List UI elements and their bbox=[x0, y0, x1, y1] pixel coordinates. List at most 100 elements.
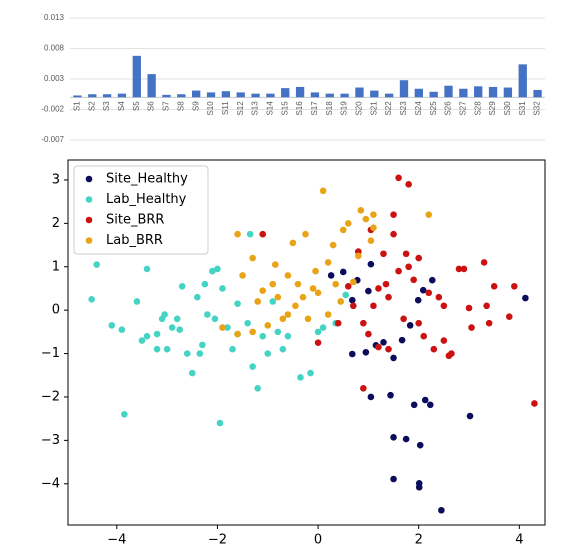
point bbox=[348, 350, 356, 358]
bar bbox=[444, 85, 453, 98]
point bbox=[324, 259, 332, 266]
bar bbox=[325, 93, 334, 98]
bar bbox=[310, 92, 320, 98]
point bbox=[390, 354, 397, 362]
point bbox=[395, 174, 402, 182]
bar bbox=[533, 89, 542, 98]
x-tick-label: S32 bbox=[533, 101, 542, 116]
x-tick-label: S9 bbox=[191, 101, 200, 111]
point bbox=[168, 324, 176, 331]
point bbox=[299, 293, 307, 301]
point bbox=[324, 311, 332, 318]
legend-marker bbox=[85, 175, 93, 183]
point bbox=[367, 393, 375, 401]
point bbox=[302, 230, 309, 238]
point bbox=[344, 282, 352, 290]
point bbox=[234, 300, 241, 307]
bar bbox=[488, 86, 498, 98]
x-tick-label: S13 bbox=[251, 101, 260, 116]
point bbox=[204, 311, 211, 318]
point bbox=[370, 302, 377, 310]
point bbox=[425, 211, 433, 218]
legend-box bbox=[73, 165, 209, 255]
y-tick-label: 0 bbox=[52, 303, 60, 318]
point bbox=[380, 338, 387, 346]
y-tick-label: 3 bbox=[52, 172, 60, 187]
y-tick-label: 2 bbox=[52, 216, 60, 231]
point bbox=[264, 322, 272, 329]
point bbox=[214, 265, 221, 273]
legend-label: Site_Healthy bbox=[106, 172, 188, 187]
point bbox=[430, 345, 438, 353]
point bbox=[284, 332, 292, 340]
x-tick-label: S2 bbox=[87, 101, 96, 111]
y-tick-label: 0.003 bbox=[44, 74, 65, 83]
point bbox=[415, 319, 423, 327]
bar bbox=[236, 92, 245, 98]
point bbox=[455, 265, 463, 273]
x-tick-label: S20 bbox=[355, 101, 364, 116]
legend-label: Site_BRR bbox=[106, 213, 164, 228]
point bbox=[143, 332, 151, 340]
point bbox=[420, 332, 428, 340]
point bbox=[173, 315, 181, 323]
x-tick-label: S16 bbox=[295, 101, 304, 116]
point bbox=[133, 298, 141, 305]
point bbox=[188, 369, 196, 377]
bar bbox=[281, 88, 290, 98]
point bbox=[194, 293, 201, 301]
point bbox=[319, 324, 327, 331]
point bbox=[485, 319, 493, 327]
point bbox=[297, 374, 304, 381]
bar bbox=[340, 93, 349, 98]
point bbox=[370, 211, 377, 218]
y-tick-label: −4 bbox=[41, 476, 60, 491]
point bbox=[480, 259, 488, 266]
point bbox=[370, 224, 377, 232]
point bbox=[522, 294, 529, 302]
bar bbox=[88, 94, 97, 98]
x-tick-label: S27 bbox=[458, 101, 467, 116]
point bbox=[421, 396, 429, 404]
point bbox=[435, 293, 443, 301]
point bbox=[365, 330, 372, 338]
legend-marker bbox=[85, 196, 93, 203]
bar-chart: -0.007 -0.002 0.003 0.008 0.013 S1 S2 S3 S4 S5 S6 S… bbox=[41, 13, 545, 144]
point bbox=[254, 298, 261, 305]
point bbox=[440, 302, 448, 310]
bar bbox=[162, 94, 171, 98]
point bbox=[249, 328, 256, 336]
point bbox=[254, 384, 261, 392]
bar bbox=[355, 87, 364, 98]
point bbox=[490, 282, 498, 290]
point bbox=[390, 211, 397, 218]
x-tick-label: S22 bbox=[384, 101, 393, 116]
point bbox=[279, 315, 287, 323]
point bbox=[414, 296, 422, 304]
point bbox=[344, 220, 352, 227]
legend-label: Lab_Healthy bbox=[106, 192, 187, 207]
point bbox=[357, 207, 365, 214]
bar bbox=[206, 92, 216, 98]
bar bbox=[474, 86, 483, 98]
point bbox=[292, 302, 299, 310]
point bbox=[425, 289, 433, 297]
point bbox=[234, 330, 241, 338]
bar bbox=[503, 87, 513, 98]
y-tick-label: 0.008 bbox=[44, 44, 65, 53]
x-tick-label: S3 bbox=[102, 101, 111, 111]
point bbox=[304, 315, 312, 323]
point bbox=[314, 289, 322, 297]
point bbox=[334, 319, 342, 327]
x-tick-label: S14 bbox=[266, 101, 275, 116]
point bbox=[385, 293, 392, 301]
point bbox=[108, 322, 116, 329]
y-tick-label: −3 bbox=[41, 433, 60, 448]
bar bbox=[221, 91, 231, 98]
x-tick-label: S25 bbox=[429, 101, 438, 116]
point bbox=[327, 272, 335, 279]
point bbox=[362, 215, 370, 223]
point bbox=[118, 326, 126, 333]
x-tick-label: 4 bbox=[515, 533, 523, 548]
